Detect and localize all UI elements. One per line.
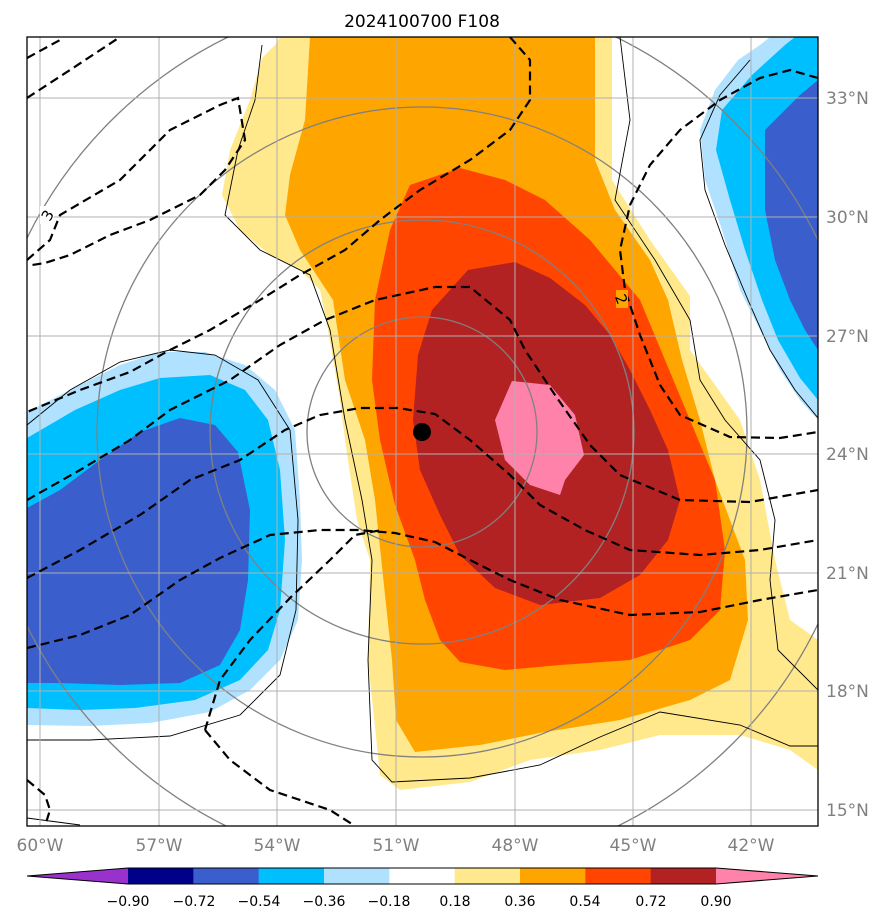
contour-label-bg [616, 290, 628, 308]
lon-label: 42°W [728, 836, 775, 856]
dashed-contour [27, 285, 818, 504]
colorbar-tick-label: −0.72 [173, 894, 216, 910]
lon-label: 54°W [254, 836, 301, 856]
lat-label: 27°N [826, 327, 869, 347]
graticule [27, 37, 818, 826]
thin-contour [27, 817, 81, 826]
lat-label: 15°N [826, 801, 869, 821]
thin-contour [27, 349, 299, 741]
lat-label: 18°N [826, 682, 869, 702]
lat-label: 30°N [826, 208, 869, 228]
dashed-contour [27, 779, 52, 826]
map-area: 3 2 [27, 37, 818, 826]
colorbar-tick-label: 0.72 [635, 894, 666, 910]
thin-contour [224, 44, 818, 783]
dashed-contour [27, 39, 61, 59]
colorbar-swatch [650, 868, 717, 884]
colorbar-tick-label: −0.54 [238, 894, 281, 910]
colorbar-tick-label: −0.90 [107, 894, 150, 910]
lon-label: 45°W [610, 836, 657, 856]
colorbar-swatches [27, 868, 818, 884]
thin-contours [27, 37, 818, 826]
lat-label: 33°N [826, 89, 869, 109]
lon-label: 48°W [492, 836, 539, 856]
colorbar-swatch [454, 868, 521, 884]
colorbar-swatch [324, 868, 390, 884]
dashed-contour [27, 528, 818, 650]
fill-royal-blue-west [27, 418, 250, 685]
colorbar-tick-label: −0.36 [303, 894, 346, 910]
lat-label: 21°N [826, 564, 869, 584]
colorbar-swatch [128, 868, 194, 884]
range-ring [209, 219, 635, 645]
colorbar: −0.90 −0.72 −0.54 −0.36 −0.18 0.18 0.36 … [26, 867, 819, 910]
longitude-labels: 60°W 57°W 54°W 51°W 48°W 45°W 42°W [17, 836, 775, 856]
range-ring [306, 316, 538, 548]
colorbar-swatch [389, 868, 456, 884]
lat-label: 24°N [826, 445, 869, 465]
lon-label: 51°W [373, 836, 420, 856]
map-frame [26, 36, 819, 827]
fill-pink [495, 381, 584, 495]
dashed-contour [204, 729, 356, 826]
lon-label: 60°W [17, 836, 64, 856]
thin-contour [614, 37, 818, 691]
dashed-contours [27, 37, 818, 826]
colorbar-swatch [193, 868, 260, 884]
colorbar-tick-label: −0.18 [368, 894, 411, 910]
dashed-contour [203, 528, 383, 731]
colorbar-tick-label: 0.90 [700, 894, 731, 910]
dashed-contour [27, 96, 247, 267]
fill-royal-blue-east [765, 80, 818, 350]
colorbar-tick-label: 0.54 [569, 894, 600, 910]
thin-contour [699, 59, 818, 419]
colorbar-extend-max [716, 868, 818, 884]
range-ring [96, 106, 748, 758]
dashed-contour [27, 37, 532, 414]
latitude-labels: 33°N 30°N 27°N 24°N 21°N 18°N 15°N [826, 89, 869, 821]
colorbar-tick-labels: −0.90 −0.72 −0.54 −0.36 −0.18 0.18 0.36 … [107, 894, 732, 910]
storm-center-marker [413, 423, 431, 441]
dashed-contour [618, 68, 818, 440]
colorbar-outline [26, 867, 819, 885]
contour-label-bg [40, 206, 54, 224]
range-rings [27, 37, 818, 826]
lon-label: 57°W [136, 836, 183, 856]
colorbar-swatch [258, 868, 325, 884]
colorbar-tick-label: 0.18 [439, 894, 470, 910]
dashed-contour [27, 37, 121, 99]
colorbar-extend-min [27, 868, 128, 884]
map-title: 2024100700 F108 [344, 12, 500, 32]
colorbar-swatch [585, 868, 652, 884]
dashed-contour [27, 406, 818, 579]
colorbar-swatch [520, 868, 586, 884]
colorbar-tick-label: 0.36 [504, 894, 535, 910]
